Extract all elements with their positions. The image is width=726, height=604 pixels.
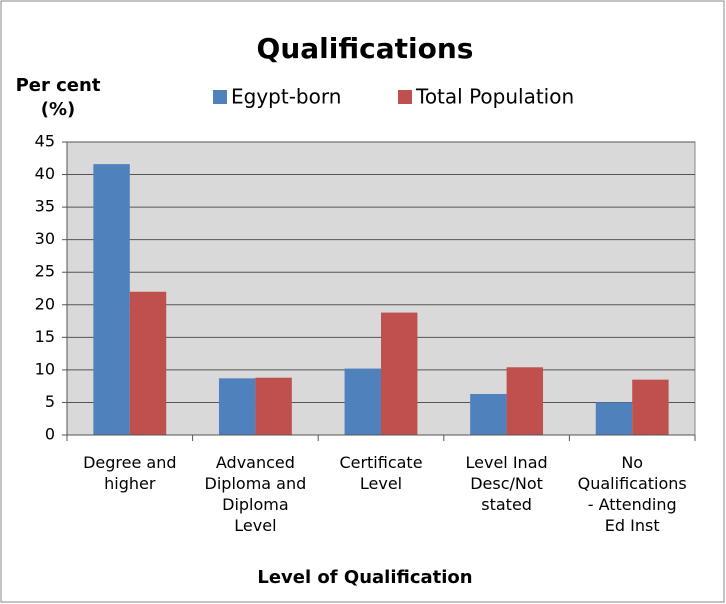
legend-label: Total Population <box>415 85 574 109</box>
x-tick-label: Level Inad Desc/Not stated <box>466 453 548 514</box>
bar <box>93 164 130 436</box>
y-tick-label: 10 <box>35 359 55 378</box>
bar <box>470 393 507 435</box>
x-tick-label: Certificate Level <box>339 453 422 493</box>
bar <box>381 312 418 435</box>
bar <box>218 378 256 435</box>
y-tick-label: 5 <box>45 392 55 411</box>
legend-swatch <box>213 90 227 104</box>
y-tick-label: 0 <box>45 425 55 444</box>
y-tick-label: 30 <box>35 229 55 248</box>
bar <box>344 368 381 435</box>
bar <box>255 377 292 435</box>
bar <box>632 379 669 435</box>
x-tick-label: No Qualifications - Attending Ed Inst <box>578 453 687 535</box>
y-tick-label: 20 <box>35 294 55 313</box>
y-tick-label: 15 <box>35 327 55 346</box>
chart-title: Qualifications <box>257 32 474 65</box>
y-tick-label: 40 <box>35 164 55 183</box>
x-tick-label: Degree and higher <box>83 453 176 493</box>
legend-label: Egypt-born <box>231 85 341 109</box>
x-tick-label: Advanced Diploma and Diploma Level <box>205 453 307 535</box>
bar <box>506 367 544 435</box>
y-axis-label: Per cent (%) <box>16 75 101 120</box>
y-tick-label: 45 <box>35 132 55 151</box>
x-axis-label: Level of Qualification <box>257 567 472 588</box>
y-tick-label: 25 <box>35 262 55 281</box>
y-tick-label: 35 <box>35 197 55 216</box>
bar <box>595 402 633 435</box>
legend-swatch <box>398 90 412 104</box>
bar <box>129 291 167 435</box>
